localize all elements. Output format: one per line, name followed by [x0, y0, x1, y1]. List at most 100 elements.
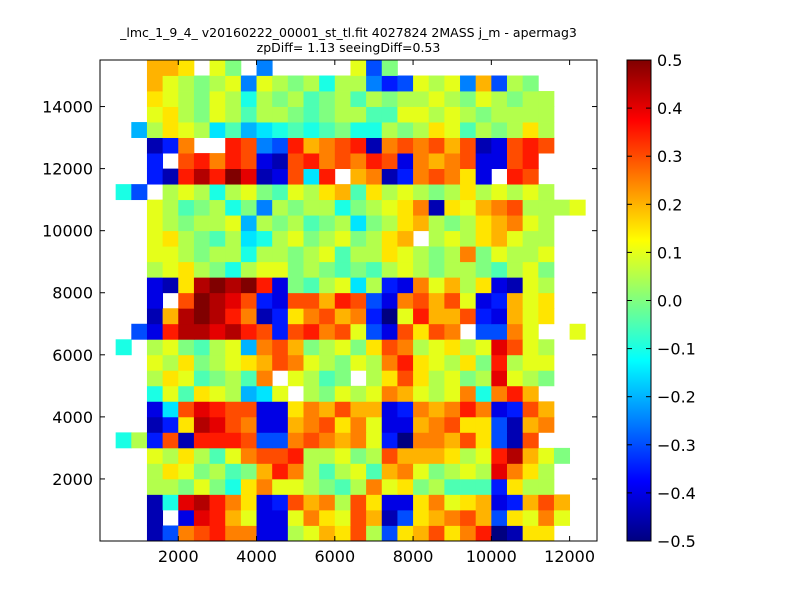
heatmap-cell: [506, 323, 524, 340]
heatmap-cell: [366, 292, 383, 309]
heatmap-cell: [475, 447, 492, 464]
heatmap-cell: [256, 385, 273, 402]
heatmap-cell: [162, 463, 179, 480]
heatmap-cell: [240, 401, 257, 418]
heatmap-cell: [460, 354, 477, 371]
heatmap-cell: [381, 137, 398, 154]
heatmap-cell: [193, 509, 210, 526]
heatmap-cell: [522, 463, 539, 480]
heatmap-cell: [428, 525, 445, 542]
heatmap-cell: [491, 122, 508, 138]
heatmap-cell: [272, 75, 289, 92]
heatmap-cell: [303, 354, 320, 371]
heatmap-cell: [460, 230, 477, 247]
heatmap-cell: [460, 339, 477, 356]
heatmap-cell: [162, 60, 179, 76]
heatmap-cell: [491, 91, 508, 107]
heatmap-cell: [240, 184, 257, 201]
heatmap-cell: [506, 261, 524, 278]
heatmap-cell: [538, 246, 555, 263]
heatmap-cell: [522, 122, 539, 138]
heatmap-cell: [334, 370, 351, 387]
heatmap-cell: [538, 184, 555, 201]
heatmap-cell: [366, 447, 383, 464]
heatmap-cell: [256, 323, 273, 340]
heatmap-cell: [522, 354, 539, 371]
heatmap-cell: [162, 308, 179, 325]
heatmap-cell: [209, 184, 226, 201]
heatmap-cell: [381, 246, 398, 263]
heatmap-cell: [272, 168, 289, 185]
heatmap-cell: [146, 339, 164, 356]
heatmap-cell: [397, 277, 414, 294]
heatmap-cell: [475, 277, 492, 294]
heatmap-cell: [366, 509, 383, 526]
heatmap-cell: [444, 354, 461, 371]
heatmap-cell: [209, 463, 226, 480]
heatmap-cell: [225, 494, 242, 511]
heatmap-cell: [475, 91, 492, 107]
heatmap-cell: [491, 215, 508, 232]
heatmap-cell: [334, 153, 351, 170]
heatmap-cell: [397, 354, 414, 371]
heatmap-cell: [178, 447, 195, 464]
heatmap-cell: [287, 509, 304, 526]
heatmap-cell: [334, 432, 351, 449]
heatmap-cell: [287, 370, 304, 387]
heatmap-cell: [366, 60, 383, 76]
heatmap-cell: [444, 308, 461, 325]
heatmap-cell: [193, 277, 210, 294]
heatmap-cell: [193, 370, 210, 387]
heatmap-cell: [209, 106, 226, 123]
heatmap-cell: [225, 478, 242, 495]
heatmap-cell: [475, 308, 492, 325]
heatmap-cell: [397, 91, 414, 107]
heatmap-cell: [319, 447, 336, 464]
heatmap-cell: [413, 370, 430, 387]
heatmap-cell: [491, 277, 508, 294]
heatmap-cell: [209, 308, 226, 325]
heatmap-cell: [428, 106, 445, 123]
heatmap-cell: [193, 416, 210, 433]
heatmap-cell: [444, 184, 461, 201]
heatmap-cell: [538, 292, 555, 309]
heatmap-cell: [287, 122, 304, 138]
heatmap-cell: [225, 432, 242, 449]
heatmap-cell: [240, 354, 257, 371]
heatmap-cell: [413, 463, 430, 480]
heatmap-cell: [366, 122, 383, 138]
heatmap-cell: [303, 494, 320, 511]
heatmap-cell: [240, 323, 257, 340]
heatmap-cell: [491, 385, 508, 402]
heatmap-cell: [444, 153, 461, 170]
heatmap-cell: [178, 339, 195, 356]
heatmap-cell: [475, 246, 492, 263]
heatmap-cell: [413, 91, 430, 107]
heatmap-cell: [381, 184, 398, 201]
heatmap-cell: [491, 354, 508, 371]
heatmap-cell: [178, 106, 195, 123]
heatmap-cell: [522, 261, 539, 278]
heatmap-cell: [506, 308, 524, 325]
colorbar-tick-label: −0.3: [657, 436, 696, 455]
heatmap-cell: [522, 432, 539, 449]
heatmap-cell: [162, 525, 179, 542]
heatmap-cell: [366, 75, 383, 92]
heatmap-cell: [334, 199, 351, 216]
heatmap-cell: [256, 525, 273, 542]
heatmap-cell: [538, 215, 555, 232]
heatmap-cell: [303, 385, 320, 402]
heatmap-cell: [287, 323, 304, 340]
heatmap-cell: [397, 168, 414, 185]
heatmap-cell: [506, 230, 524, 247]
heatmap-cell: [178, 261, 195, 278]
heatmap-cell: [428, 292, 445, 309]
heatmap-cell: [475, 230, 492, 247]
heatmap-cell: [334, 277, 351, 294]
heatmap-cell: [413, 106, 430, 123]
heatmap-cell: [146, 323, 164, 340]
heatmap-cell: [522, 401, 539, 418]
heatmap-cell: [381, 292, 398, 309]
heatmap-cell: [209, 122, 226, 138]
heatmap-cell: [522, 447, 539, 464]
